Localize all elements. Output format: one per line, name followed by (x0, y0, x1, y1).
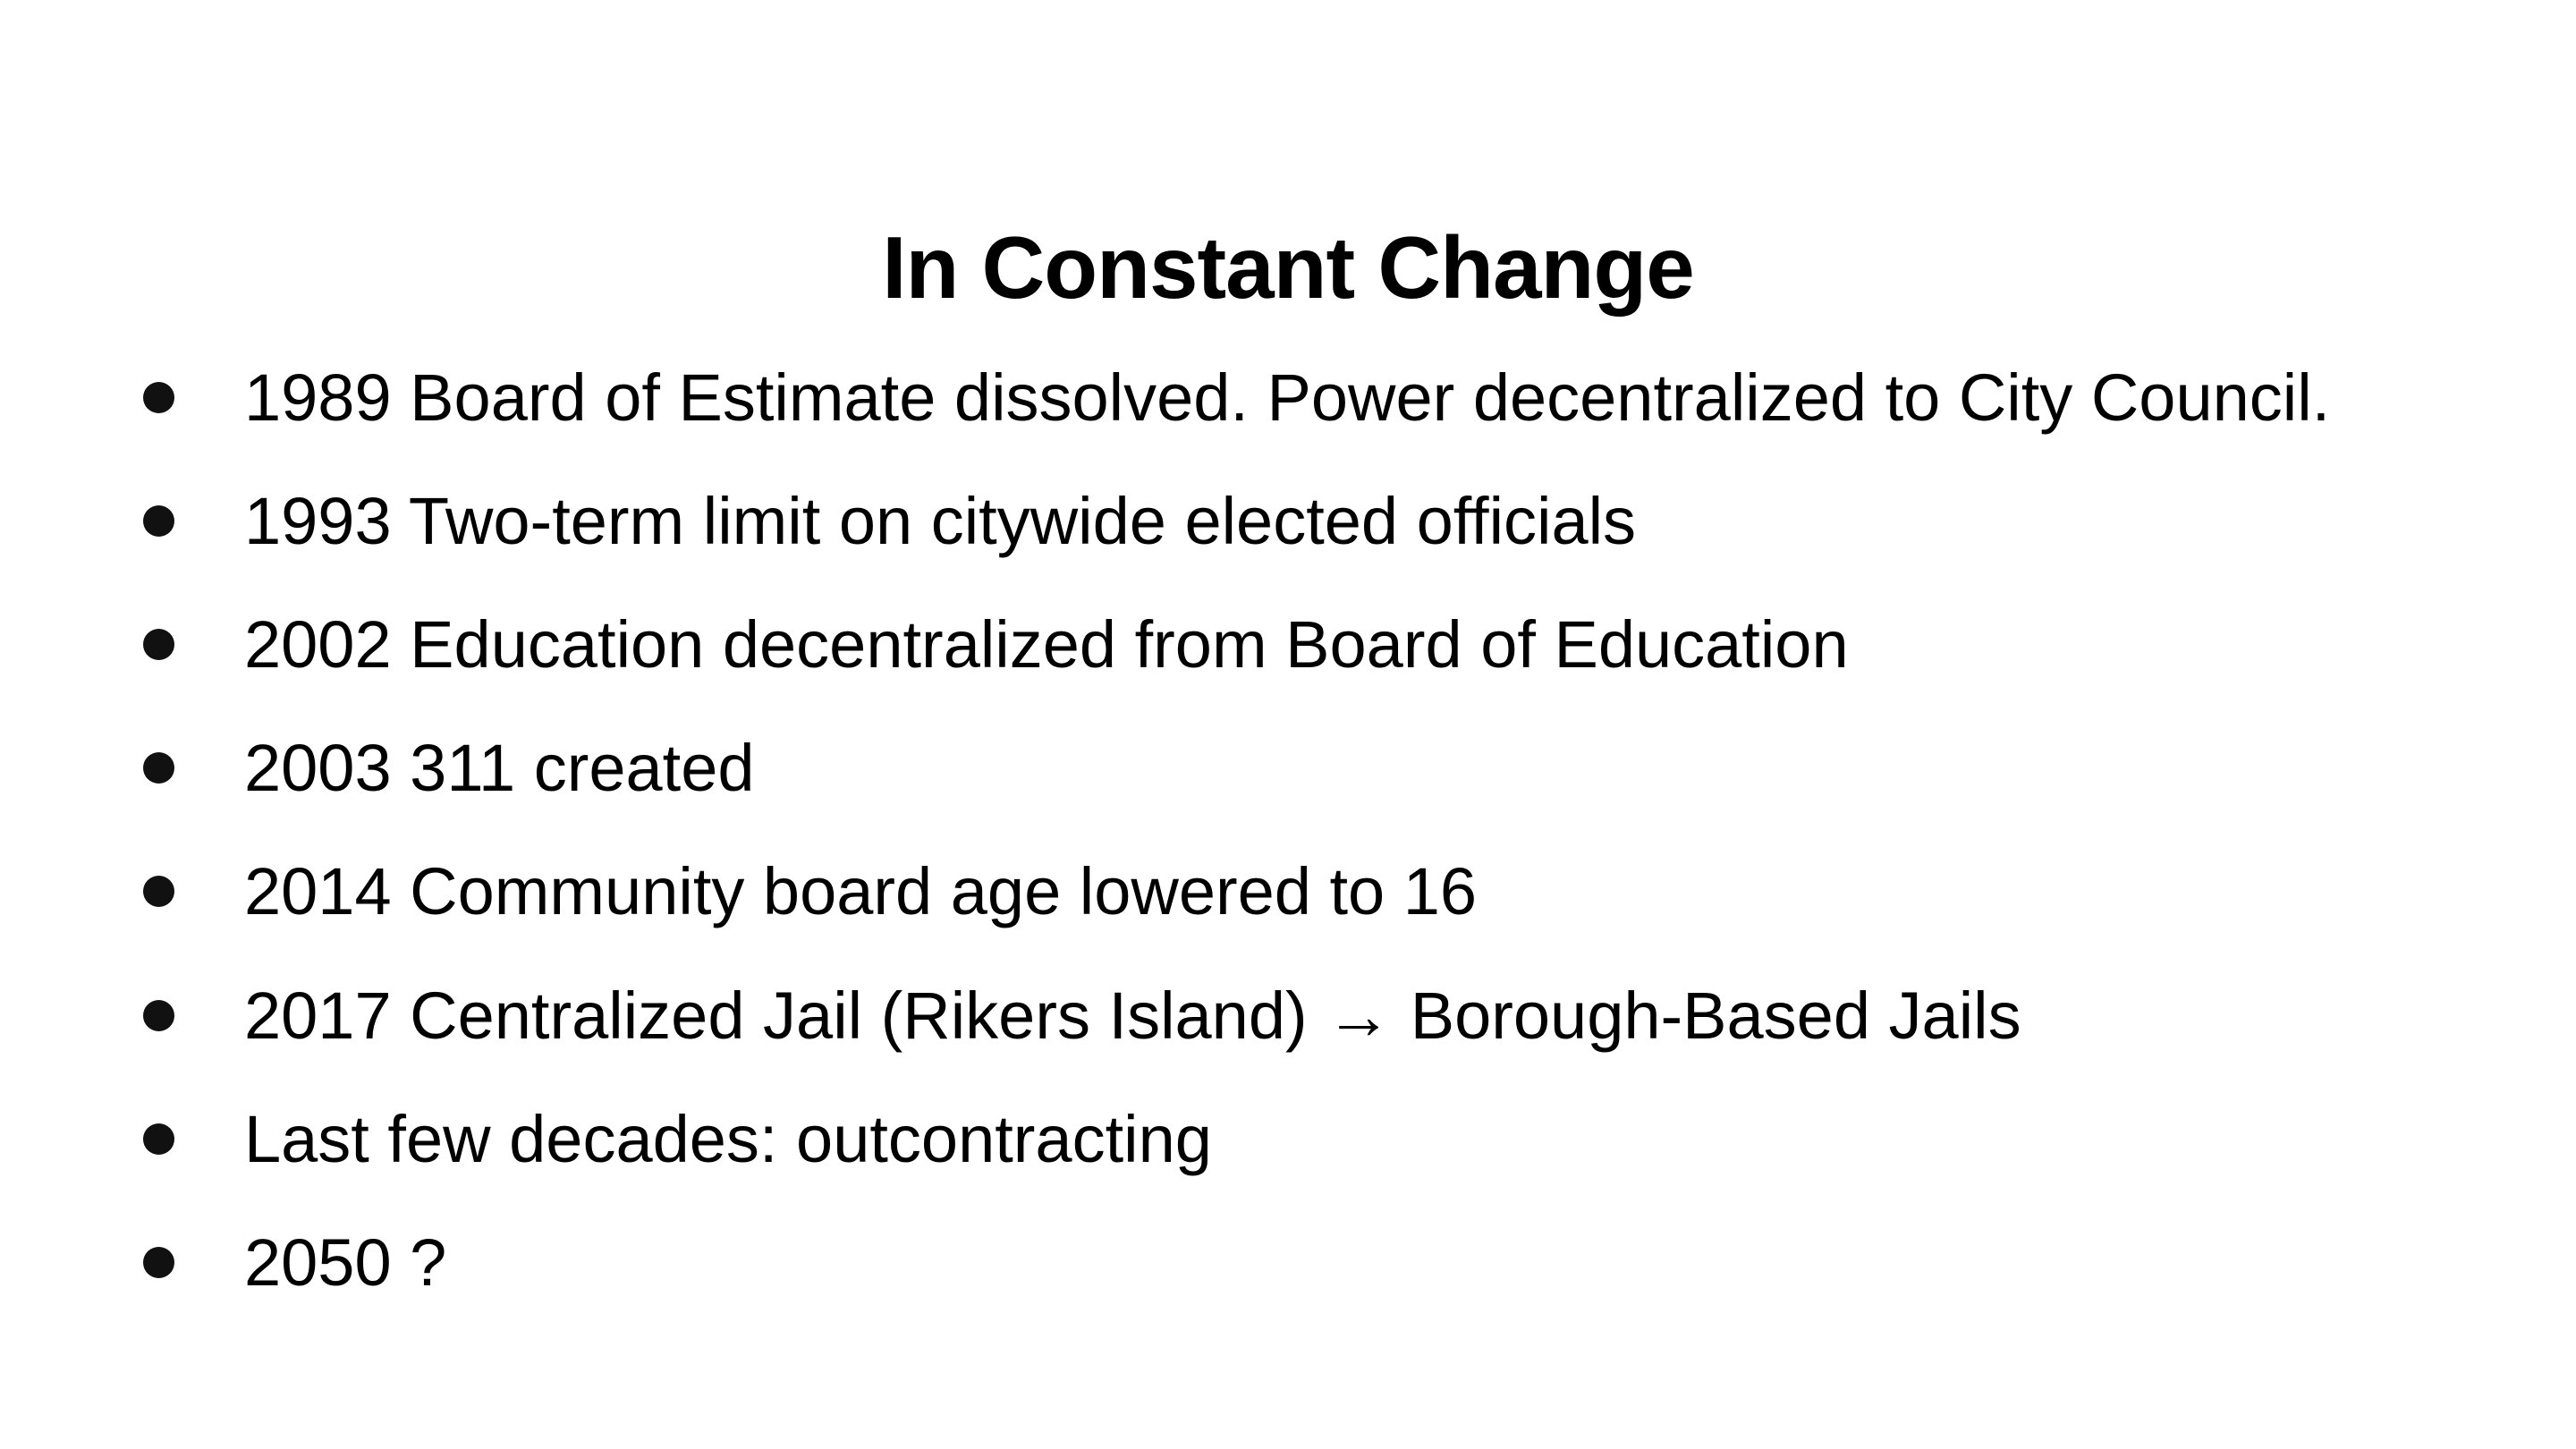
list-item: 2050 ? (0, 1214, 2576, 1312)
slide-title: In Constant Change (882, 217, 1695, 317)
list-item: 1993 Two-term limit on citywide elected … (0, 472, 2576, 571)
list-item: 2017 Centralized Jail (Rikers Island) → … (0, 967, 2576, 1065)
bullet-icon (143, 752, 174, 784)
bullet-text: 2003 311 created (244, 731, 755, 805)
bullet-icon (143, 876, 174, 907)
bullet-icon (143, 1123, 174, 1155)
list-item: 1989 Board of Estimate dissolved. Power … (0, 349, 2576, 447)
bullet-icon (143, 629, 174, 660)
bullet-text: 1993 Two-term limit on citywide elected … (244, 484, 1637, 558)
bullet-text: 2014 Community board age lowered to 16 (244, 854, 1478, 928)
bullet-icon (143, 1000, 174, 1031)
bullet-icon (143, 1247, 174, 1278)
list-item: 2002 Education decentralized from Board … (0, 596, 2576, 694)
bullet-icon (143, 505, 174, 537)
list-item: 2003 311 created (0, 719, 2576, 818)
bullet-text: 1989 Board of Estimate dissolved. Power … (244, 360, 2331, 435)
bullet-text: 2017 Centralized Jail (Rikers Island) → … (244, 979, 2021, 1053)
list-item: Last few decades: outcontracting (0, 1090, 2576, 1189)
bullet-text: Last few decades: outcontracting (244, 1102, 1212, 1176)
bullet-icon (143, 382, 174, 413)
bullet-text: 2050 ? (244, 1225, 447, 1300)
list-item: 2014 Community board age lowered to 16 (0, 843, 2576, 941)
bullet-text: 2002 Education decentralized from Board … (244, 607, 1849, 682)
